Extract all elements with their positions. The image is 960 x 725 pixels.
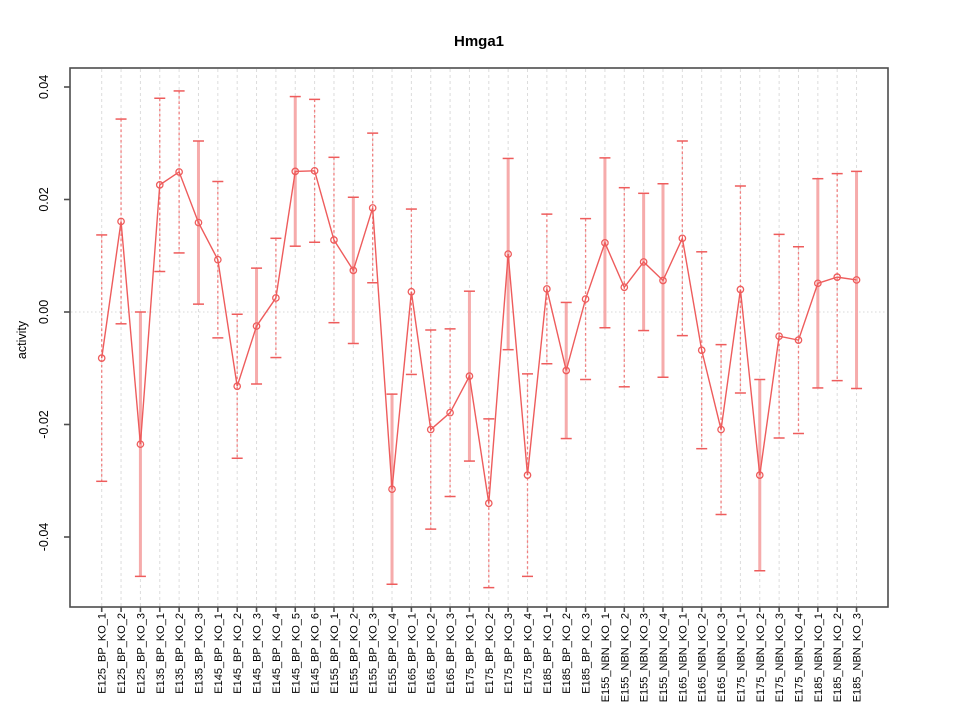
- x-tick-label: E165_BP_KO_3: [445, 613, 457, 694]
- data-point: [504, 250, 513, 258]
- x-tick-label: E175_BP_KO_1: [464, 613, 476, 694]
- series-line-layer: [101, 170, 857, 504]
- y-tick-label: 0.00: [37, 300, 51, 324]
- data-point: [465, 372, 474, 380]
- data-point: [852, 276, 861, 284]
- data-point: [330, 236, 338, 244]
- x-tick-label: E155_NBN_KO_3: [639, 613, 651, 702]
- x-tick-label: E175_NBN_KO_1: [735, 613, 747, 702]
- grid-layer: [71, 69, 887, 606]
- x-tick-label: E175_BP_KO_3: [503, 613, 515, 694]
- data-point: [446, 408, 454, 417]
- x-tick-label: E185_BP_KO_2: [561, 613, 573, 694]
- error-bars-layer: [96, 90, 863, 589]
- chart-title: Hmga1: [454, 33, 504, 50]
- data-point: [175, 168, 183, 176]
- x-tick-label: E165_NBN_KO_3: [716, 613, 728, 702]
- data-point: [523, 471, 532, 479]
- data-point: [697, 346, 706, 355]
- data-point: [794, 336, 803, 344]
- data-point: [543, 285, 551, 293]
- series-line: [101, 170, 857, 504]
- x-tick-label: E155_NBN_KO_1: [600, 613, 612, 702]
- data-point: [736, 285, 745, 294]
- x-tick-label: E165_BP_KO_2: [426, 613, 438, 694]
- x-tick-label: E135_BP_KO_1: [155, 613, 167, 694]
- data-point: [407, 287, 416, 296]
- x-tick-label: E145_BP_KO_4: [271, 613, 283, 694]
- x-tick-label: E145_BP_KO_1: [213, 613, 225, 694]
- x-tick-label: E145_BP_KO_6: [310, 613, 322, 694]
- plot-border: [69, 67, 889, 608]
- x-tick-label: E175_NBN_KO_3: [774, 613, 786, 702]
- axes-layer: 0.04 0.02 0.00 -0.02 -0.04 E125_BP_KO_1 E125_B…: [37, 67, 889, 702]
- x-tick-label: E145_BP_KO_2: [232, 613, 244, 694]
- data-point: [601, 238, 609, 247]
- data-point: [562, 366, 571, 375]
- data-point: [833, 273, 842, 281]
- data-point: [349, 266, 358, 275]
- y-tick-label: 0.04: [37, 75, 51, 99]
- x-tick-label: E185_NBN_KO_3: [852, 613, 864, 702]
- data-point: [310, 166, 319, 175]
- x-tick-label: E185_NBN_KO_2: [832, 613, 844, 702]
- x-tick-label: E175_BP_KO_2: [484, 613, 496, 694]
- x-tick-label: E155_BP_KO_1: [329, 613, 341, 694]
- data-point: [194, 218, 203, 227]
- data-point: [233, 382, 242, 391]
- y-axis-title: activity: [15, 320, 29, 359]
- x-tick-label: E135_BP_KO_3: [193, 613, 205, 694]
- data-point: [717, 425, 725, 434]
- data-point: [813, 279, 822, 288]
- y-tick-label: 0.02: [37, 187, 51, 211]
- x-tick-label: E155_NBN_KO_2: [619, 613, 631, 702]
- x-tick-label: E125_BP_KO_2: [116, 613, 128, 694]
- x-tick-label: E185_BP_KO_1: [542, 613, 554, 694]
- data-point: [272, 294, 280, 302]
- data-point: [755, 471, 764, 479]
- x-tick-label: E135_BP_KO_2: [174, 613, 186, 694]
- x-tick-label: E155_NBN_KO_4: [658, 613, 670, 702]
- data-point: [213, 255, 222, 264]
- x-tick-label: E175_NBN_KO_2: [755, 613, 767, 702]
- data-point: [620, 283, 629, 292]
- data-point: [155, 181, 164, 189]
- y-tick-label: -0.02: [37, 410, 51, 439]
- data-point: [678, 234, 687, 243]
- x-tick-label: E185_NBN_KO_1: [813, 613, 825, 702]
- data-point: [136, 440, 145, 449]
- x-tick-label: E125_BP_KO_3: [135, 613, 147, 694]
- data-point: [368, 204, 377, 212]
- x-tick-label: E145_BP_KO_3: [252, 613, 264, 694]
- x-tick-label: E165_BP_KO_1: [406, 613, 418, 694]
- x-tick-label: E155_BP_KO_3: [368, 613, 380, 694]
- x-tick-label: E185_BP_KO_3: [581, 613, 593, 694]
- data-point: [581, 295, 590, 303]
- data-point: [484, 499, 493, 508]
- x-tick-label: E175_BP_KO_4: [523, 613, 535, 694]
- y-tick-label: -0.04: [37, 523, 51, 552]
- data-point: [97, 354, 106, 362]
- data-point: [252, 322, 261, 330]
- data-point: [426, 425, 435, 434]
- x-tick-label: E145_BP_KO_5: [290, 613, 302, 694]
- data-points-layer: [97, 166, 861, 508]
- x-tick-label: E165_NBN_KO_1: [677, 613, 689, 702]
- x-tick-label: E175_NBN_KO_4: [793, 613, 805, 702]
- data-point: [659, 276, 667, 285]
- data-point: [117, 217, 125, 226]
- data-point: [639, 258, 648, 266]
- data-point: [291, 167, 300, 176]
- x-tick-label: E155_BP_KO_4: [387, 613, 399, 694]
- data-point: [775, 332, 783, 341]
- x-tick-label: E165_NBN_KO_2: [697, 613, 709, 702]
- x-tick-label: E125_BP_KO_1: [97, 613, 109, 694]
- data-point: [388, 485, 396, 494]
- x-tick-label: E155_BP_KO_2: [348, 613, 360, 694]
